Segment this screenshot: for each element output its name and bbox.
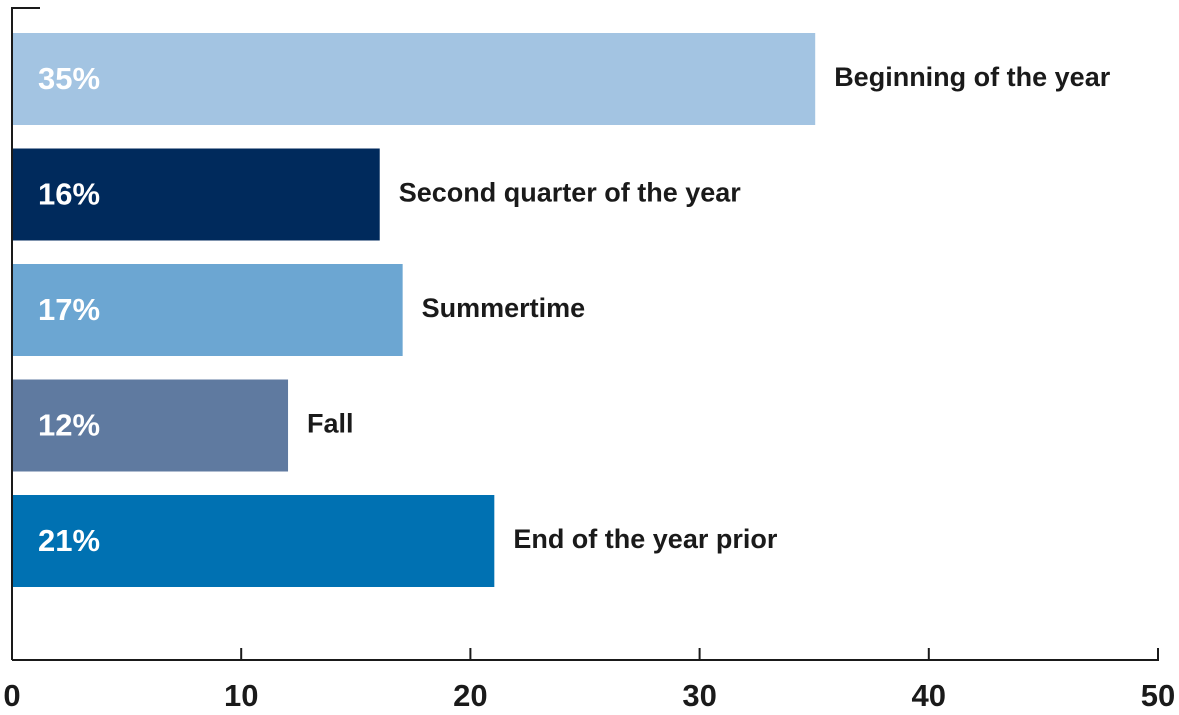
value-label: 16% [38,177,100,212]
x-tick-label: 40 [912,678,946,713]
category-label: Second quarter of the year [399,178,742,208]
value-label: 21% [38,523,100,558]
x-tick-label: 20 [453,678,487,713]
category-label: Fall [307,409,354,439]
category-label: Beginning of the year [834,62,1111,92]
x-tick-label: 0 [3,678,20,713]
value-label: 12% [38,408,100,443]
x-tick-label: 50 [1141,678,1175,713]
category-label: End of the year prior [513,524,778,554]
category-label: Summertime [422,293,586,323]
x-tick-label: 10 [224,678,258,713]
bar [13,264,403,356]
x-tick-label: 30 [682,678,716,713]
bar [13,379,289,472]
bar [13,33,816,125]
value-label: 17% [38,292,100,327]
value-label: 35% [38,61,100,96]
bar [13,148,380,241]
bar [13,495,495,587]
